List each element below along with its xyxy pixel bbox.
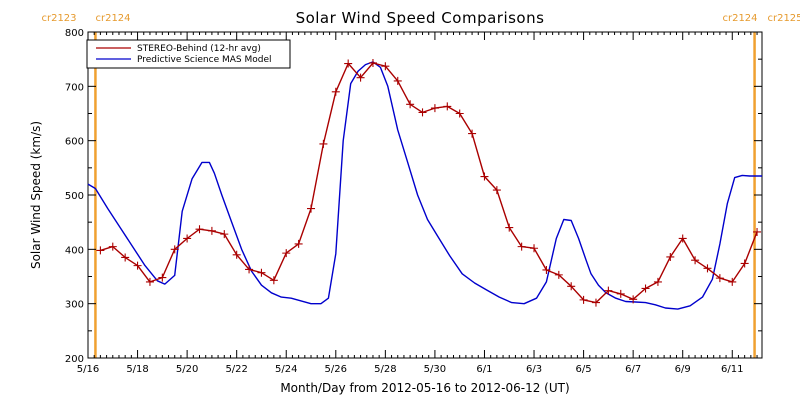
data-point <box>207 226 216 235</box>
cr-marker-left-label-1: cr2123 <box>41 13 76 24</box>
data-point <box>220 230 229 239</box>
data-point <box>368 58 377 67</box>
data-point <box>393 76 402 85</box>
x-tick-label-11: 6/7 <box>625 364 641 375</box>
data-point <box>604 286 613 295</box>
data-point <box>691 256 700 265</box>
data-point <box>530 244 539 253</box>
data-point <box>455 109 464 118</box>
x-tick-label-0: 5/16 <box>77 364 99 375</box>
data-point <box>753 227 762 236</box>
cr-marker-right-label-1: cr2124 <box>722 13 757 24</box>
legend-label-stereo: STEREO-Behind (12-hr avg) <box>137 44 261 54</box>
y-tick-label-3: 500 <box>65 191 84 202</box>
x-tick-label-10: 6/5 <box>576 364 592 375</box>
x-tick-label-3: 5/22 <box>225 364 247 375</box>
data-point <box>294 239 303 248</box>
data-point <box>108 242 117 251</box>
cr-marker-right-label-2: cr2125 <box>767 13 800 24</box>
data-point <box>554 270 563 279</box>
data-point <box>653 277 662 286</box>
data-point <box>666 252 675 261</box>
series-line-1 <box>87 61 762 310</box>
data-point <box>406 100 415 109</box>
data-point <box>381 62 390 71</box>
data-point <box>282 249 291 258</box>
data-point <box>96 246 105 255</box>
data-point <box>356 73 365 82</box>
data-point <box>307 204 316 213</box>
data-point <box>257 268 266 277</box>
y-tick-label-5: 700 <box>65 82 84 93</box>
data-point <box>728 277 737 286</box>
y-tick-label-4: 600 <box>65 137 84 148</box>
legend-box <box>86 39 291 69</box>
data-point <box>443 102 452 111</box>
y-tick-label-6: 800 <box>65 28 84 39</box>
data-point <box>616 289 625 298</box>
x-tick-label-6: 5/28 <box>374 364 396 375</box>
x-tick-label-8: 6/1 <box>476 364 492 375</box>
data-point <box>715 274 724 283</box>
chart-title: Solar Wind Speed Comparisons <box>296 9 545 27</box>
data-point <box>740 259 749 268</box>
chart-legend: STEREO-Behind (12-hr avg) Predictive Sci… <box>86 39 291 69</box>
data-point <box>269 276 278 285</box>
data-point <box>195 225 204 234</box>
x-tick-label-12: 6/9 <box>675 364 691 375</box>
data-point <box>492 186 501 195</box>
data-point <box>703 264 712 273</box>
data-point <box>331 87 340 96</box>
series-line-0 <box>100 62 758 304</box>
data-point <box>418 108 427 117</box>
data-point <box>678 234 687 243</box>
data-point <box>579 295 588 304</box>
data-point <box>468 129 477 138</box>
x-tick-label-5: 5/26 <box>325 364 347 375</box>
data-point <box>591 298 600 307</box>
data-point <box>158 273 167 282</box>
data-point <box>319 139 328 148</box>
plot-frame <box>87 31 763 359</box>
data-point <box>133 261 142 270</box>
data-point <box>505 223 514 232</box>
x-tick-label-1: 5/18 <box>126 364 148 375</box>
data-point <box>232 250 241 259</box>
data-point <box>430 104 439 113</box>
data-point <box>517 242 526 251</box>
data-point <box>542 265 551 274</box>
legend-label-mas-model: Predictive Science MAS Model <box>137 55 272 65</box>
data-point <box>245 265 254 274</box>
data-point <box>629 295 638 304</box>
y-tick-label-1: 300 <box>65 300 84 311</box>
x-axis-label: Month/Day from 2012-05-16 to 2012-06-12 … <box>280 381 569 395</box>
data-point <box>145 277 154 286</box>
x-tick-label-2: 5/20 <box>176 364 198 375</box>
x-tick-label-13: 6/11 <box>721 364 743 375</box>
y-tick-label-2: 400 <box>65 245 84 256</box>
data-point <box>641 284 650 293</box>
data-point <box>480 172 489 181</box>
y-tick-label-0: 200 <box>65 354 84 365</box>
x-tick-label-4: 5/24 <box>275 364 297 375</box>
data-point <box>344 59 353 68</box>
x-tick-label-9: 6/3 <box>526 364 542 375</box>
y-axis-label: Solar Wind Speed (km/s) <box>29 121 43 269</box>
data-point <box>567 282 576 291</box>
data-point <box>121 253 130 262</box>
cr-marker-left-label-2: cr2124 <box>95 13 130 24</box>
plot-area: 200 300 400 500 600 700 800 5/16 5/18 5/20 5/22 5/2… <box>65 28 763 375</box>
data-point <box>183 234 192 243</box>
data-point <box>170 245 179 254</box>
x-tick-label-7: 5/30 <box>424 364 446 375</box>
